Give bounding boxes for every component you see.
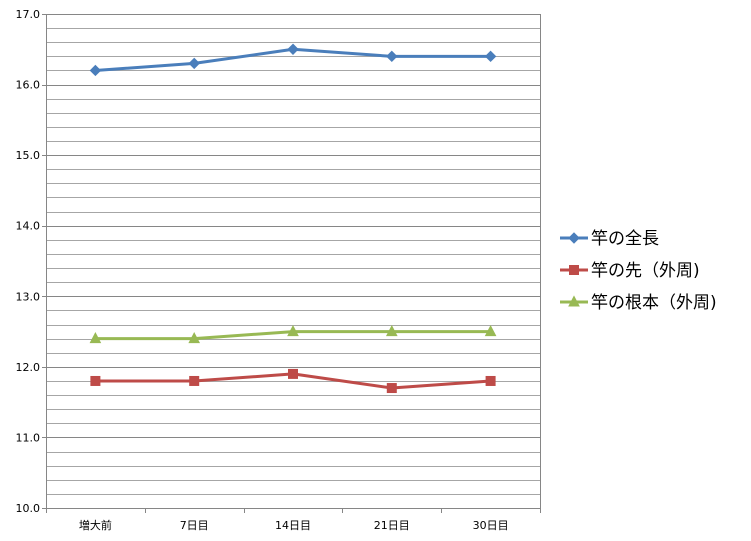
series-1 [89, 43, 497, 77]
data-point [189, 375, 200, 386]
series-2 [90, 368, 496, 394]
data-point [386, 50, 398, 63]
x-tick-label: 増大前 [79, 518, 112, 532]
series-group [89, 43, 497, 394]
legend-label: 竿の根本（外周) [591, 293, 717, 313]
data-point [188, 57, 200, 70]
y-axis-ticks: 10.0 11.0 12.0 13.0 14.0 15.0 16.0 17.0 [16, 8, 46, 515]
data-point [287, 43, 299, 55]
legend-marker [569, 265, 579, 275]
data-point [89, 64, 102, 77]
y-tick-label: 13.0 [16, 290, 41, 303]
data-point [385, 324, 398, 337]
legend-item: 竿の根本（外周) [560, 293, 717, 313]
y-tick-label: 12.0 [16, 361, 41, 374]
x-tick-label: 21日目 [374, 519, 410, 532]
data-point [386, 383, 397, 394]
y-tick-label: 17.0 [16, 8, 41, 21]
x-axis: 増大前 7日目 14日目 21日目 30日目 [46, 508, 541, 532]
y-tick-label: 16.0 [16, 79, 41, 92]
data-point [89, 332, 102, 344]
data-point [484, 50, 497, 63]
y-tick-label: 11.0 [16, 431, 41, 444]
legend-label: 竿の全長 [591, 229, 659, 249]
grid-lines [46, 14, 541, 509]
data-point [90, 375, 101, 386]
data-point [485, 375, 496, 386]
x-tick-label: 30日目 [473, 519, 509, 532]
series-3 [89, 324, 497, 344]
y-tick-label: 15.0 [16, 149, 41, 162]
legend-marker [568, 295, 580, 307]
legend-item: 竿の全長 [560, 229, 659, 249]
legend-marker [568, 232, 580, 244]
x-tick-label: 7日目 [180, 519, 209, 532]
y-tick-label: 10.0 [16, 502, 41, 515]
data-point [287, 324, 299, 337]
legend-label: 竿の先（外周) [591, 261, 700, 281]
x-tick-label: 14日目 [275, 519, 311, 532]
data-point [484, 324, 497, 337]
legend-item: 竿の先（外周) [560, 261, 700, 281]
y-tick-label: 14.0 [16, 220, 41, 233]
data-point [188, 332, 201, 344]
data-point [288, 368, 298, 379]
